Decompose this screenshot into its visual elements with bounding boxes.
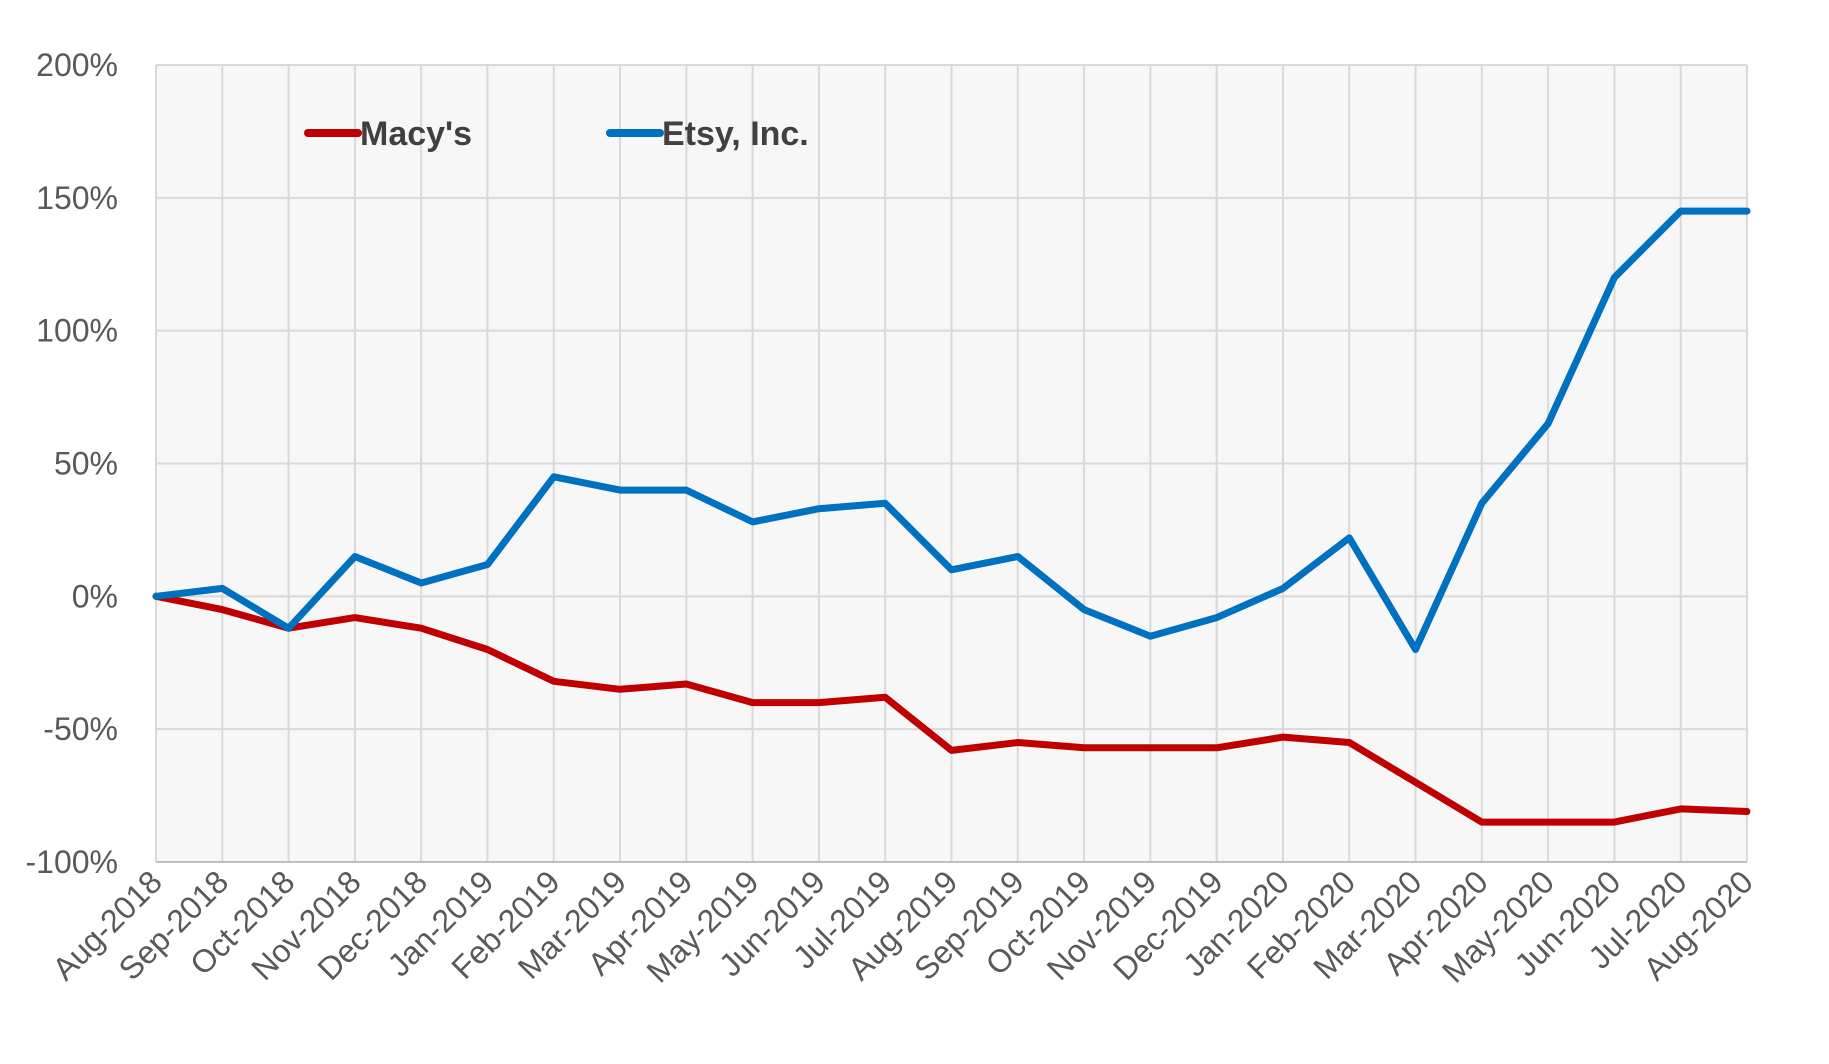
y-tick-label: 0% (72, 578, 118, 614)
line (152, 207, 1751, 653)
y-tick-label: 50% (54, 446, 118, 482)
legend-label: Etsy, Inc. (662, 115, 809, 153)
line (152, 592, 1751, 826)
y-tick-label: 200% (36, 47, 118, 83)
y-tick-label: -100% (26, 844, 119, 880)
y-tick-label: 100% (36, 313, 118, 349)
y-tick-label: -50% (43, 711, 118, 747)
legend-label: Macy's (360, 115, 472, 153)
y-tick-label: 150% (36, 180, 118, 216)
